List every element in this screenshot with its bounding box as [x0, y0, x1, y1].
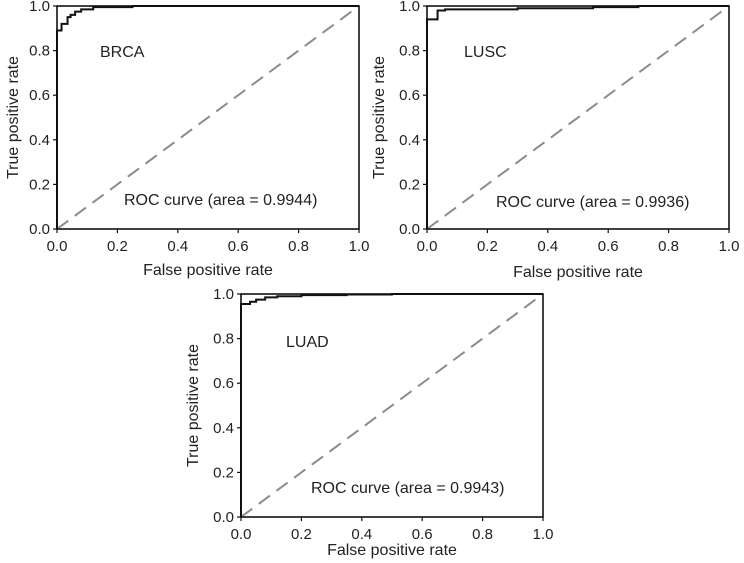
chance-diagonal-line — [240, 293, 544, 518]
x-tick-label: 0.8 — [472, 526, 493, 543]
y-tick-label: 0.8 — [29, 43, 50, 60]
panel-label: LUAD — [286, 334, 329, 351]
roc-panel-brca: 0.0 0.2 0.4 0.6 0.8 1.0 0.0 0.2 0.4 0.6 0.8 1.0 Fals… — [5, 0, 369, 279]
y-tick-label: 0.6 — [399, 87, 420, 104]
x-tick-label: 1.0 — [719, 238, 740, 255]
x-tick-label: 0.2 — [107, 238, 128, 255]
x-tick-label: 1.0 — [349, 238, 370, 255]
y-tick-label: 0.6 — [29, 87, 50, 104]
y-tick-label: 0.2 — [399, 176, 420, 193]
x-tick-label: 0.0 — [231, 526, 252, 543]
y-tick-label: 1.0 — [399, 0, 420, 15]
x-tick-label: 0.0 — [417, 238, 438, 255]
panel-label: BRCA — [100, 44, 145, 61]
plot-frame — [426, 5, 730, 230]
x-tick-label: 0.6 — [598, 238, 619, 255]
y-tick-label: 0.0 — [399, 221, 420, 238]
roc-panel-lusc: 0.0 0.2 0.4 0.6 0.8 1.0 0.0 0.2 0.4 0.6 0.8 1.0 Fals… — [371, 0, 739, 281]
y-tick-label: 0.4 — [213, 420, 234, 437]
x-tick-label: 0.2 — [291, 526, 312, 543]
y-axis-title: True positive rate — [371, 56, 388, 179]
x-tick-label: 0.4 — [167, 238, 188, 255]
panel-label: LUSC — [464, 44, 507, 61]
x-tick-label: 0.4 — [537, 238, 558, 255]
auc-annotation: ROC curve (area = 0.9944) — [124, 192, 317, 209]
y-tick-label: 0.0 — [29, 221, 50, 238]
plot-frame — [56, 5, 360, 230]
auc-annotation: ROC curve (area = 0.9936) — [496, 194, 689, 211]
y-tick-label: 0.8 — [213, 331, 234, 348]
y-tick-label: 0.6 — [213, 375, 234, 392]
chance-diagonal-line — [426, 5, 730, 230]
y-tick-label: 0.4 — [29, 132, 50, 149]
auc-annotation: ROC curve (area = 0.9943) — [311, 480, 504, 497]
roc-panel-luad: 0.0 0.2 0.4 0.6 0.8 1.0 0.0 0.2 0.4 0.6 0.8 1.0 Fals… — [185, 286, 553, 559]
roc-curve-line — [426, 5, 729, 229]
x-tick-label: 0.8 — [288, 238, 309, 255]
y-axis-title: True positive rate — [185, 344, 202, 467]
y-tick-label: 0.0 — [213, 509, 234, 526]
x-tick-label: 0.4 — [351, 526, 372, 543]
x-tick-label: 0.8 — [658, 238, 679, 255]
roc-curve-line — [56, 5, 359, 229]
x-axis-title: False positive rate — [327, 542, 457, 559]
y-tick-label: 0.8 — [399, 43, 420, 60]
x-tick-label: 0.2 — [477, 238, 498, 255]
chance-diagonal-line — [56, 5, 360, 230]
x-axis-title: False positive rate — [513, 264, 643, 281]
x-tick-label: 0.6 — [412, 526, 433, 543]
y-tick-label: 1.0 — [29, 0, 50, 15]
x-tick-label: 0.0 — [47, 238, 68, 255]
y-tick-label: 0.4 — [399, 132, 420, 149]
y-tick-label: 0.2 — [213, 464, 234, 481]
y-axis-title: True positive rate — [5, 56, 22, 179]
plot-frame — [240, 293, 544, 518]
y-tick-label: 1.0 — [213, 286, 234, 303]
y-tick-label: 0.2 — [29, 176, 50, 193]
x-tick-label: 0.6 — [228, 238, 249, 255]
x-tick-label: 1.0 — [533, 526, 554, 543]
x-axis-title: False positive rate — [143, 262, 273, 279]
